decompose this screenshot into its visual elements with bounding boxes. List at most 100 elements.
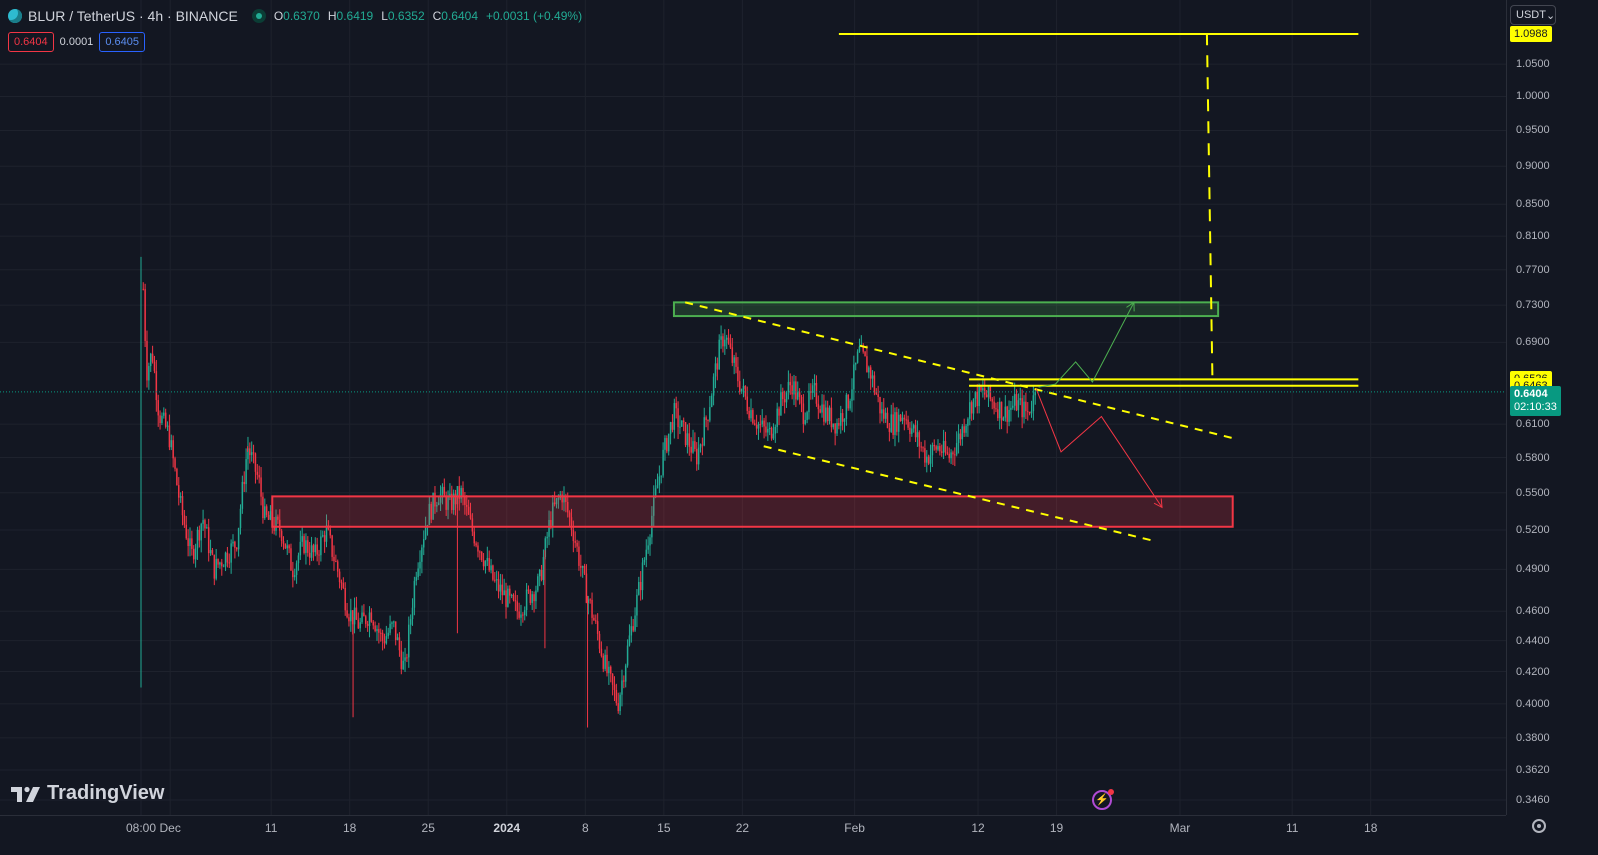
candle-body	[593, 617, 595, 621]
candle-body	[239, 508, 242, 529]
candle-body	[497, 579, 500, 592]
candle-body	[525, 589, 528, 611]
candle-body	[415, 577, 418, 581]
candle-body	[355, 607, 358, 620]
candle-body	[419, 561, 421, 569]
price-tick-label: 0.5800	[1516, 451, 1550, 464]
candle-body	[1027, 411, 1029, 413]
currency-dropdown[interactable]: USDT ⌄	[1510, 5, 1556, 25]
buy-button[interactable]: 0.6405	[99, 32, 145, 52]
chart-area[interactable]	[0, 0, 1506, 815]
candle-body	[578, 546, 580, 566]
bar-countdown: 02:10:33	[1514, 400, 1557, 413]
candle-body	[297, 555, 300, 564]
candle-body	[744, 385, 747, 397]
candle-body	[718, 339, 720, 370]
symbol-title[interactable]: BLUR / TetherUS · 4h · BINANCE	[28, 8, 238, 24]
candle-body	[774, 426, 777, 434]
candle-body	[475, 543, 477, 546]
candle-body	[151, 353, 154, 362]
candle-body	[254, 453, 257, 472]
candle-body	[161, 415, 163, 424]
candle-body	[389, 623, 391, 633]
price-axis[interactable]: 1.0500 1.0000 0.9500 0.9000 0.8500 0.8100 0.77…	[1506, 0, 1569, 815]
sell-button[interactable]: 0.6404	[8, 32, 54, 52]
candle-body	[192, 548, 195, 560]
candle-body	[937, 446, 939, 450]
candle-body	[204, 520, 206, 529]
candle-body	[146, 340, 148, 381]
candle-body	[320, 536, 322, 556]
candle-body	[312, 545, 315, 553]
candle-body	[939, 446, 941, 452]
candle-body	[782, 392, 784, 400]
candle-body	[318, 554, 320, 556]
candle-body	[400, 650, 403, 670]
candle-body	[982, 388, 984, 391]
candle-body	[796, 392, 799, 400]
ohlc-low: L0.6352	[381, 9, 425, 23]
candle-body	[402, 660, 404, 670]
candle-body	[221, 562, 223, 567]
candle-body	[277, 516, 279, 520]
candle-body	[531, 594, 533, 603]
candle-body	[249, 448, 251, 456]
candle-body	[385, 636, 388, 644]
candle-body	[505, 590, 507, 607]
price-chart[interactable]	[0, 0, 1506, 815]
candle-body	[144, 289, 146, 341]
time-tick-label: 25	[421, 821, 435, 835]
candle-body	[922, 447, 924, 449]
candle-body	[183, 515, 186, 525]
candle-body	[325, 525, 328, 542]
candle-body	[995, 408, 997, 410]
candle-body	[153, 361, 156, 372]
currency-label: USDT	[1516, 9, 1546, 21]
candle-body	[370, 612, 373, 622]
settings-gear-icon[interactable]	[1532, 819, 1546, 833]
candle-body	[258, 474, 260, 478]
candle-body	[954, 454, 956, 456]
candle-body	[783, 399, 786, 403]
flash-icon[interactable]: ⚡	[1092, 789, 1114, 810]
candle-body	[196, 529, 199, 549]
candle-body	[957, 433, 960, 443]
candle-body	[335, 561, 337, 563]
candle-body	[793, 381, 795, 395]
candle-body	[667, 433, 670, 452]
candle-body	[566, 501, 569, 513]
candle-body	[641, 562, 644, 591]
candle-body	[303, 536, 305, 553]
candle-body	[503, 590, 505, 596]
blur-logo-icon	[8, 9, 22, 23]
tradingview-logo-icon	[11, 786, 40, 802]
candle-body	[598, 633, 601, 649]
candle-body	[284, 543, 287, 549]
price-tick-label: 0.3620	[1516, 764, 1550, 777]
candle-body	[682, 420, 685, 423]
candle-body	[378, 628, 380, 633]
candle-body	[1000, 401, 1003, 421]
candle-body	[215, 559, 217, 579]
time-axis[interactable]: 08:00 Dec 11 18 25 2024 8 15 22 Feb 12 19 Mar 11 18	[0, 815, 1506, 840]
candle-body	[959, 433, 962, 440]
candle-body	[961, 426, 964, 440]
bearish-projection-arrow	[1035, 389, 1163, 508]
candle-body	[176, 468, 178, 486]
candle-body	[746, 396, 749, 411]
candle-body	[155, 371, 158, 401]
candle-body	[226, 552, 229, 563]
candle-body	[731, 347, 734, 363]
price-tick-label: 0.4200	[1516, 665, 1550, 678]
candle-body	[671, 422, 674, 430]
candle-body	[899, 414, 902, 422]
candle-body	[464, 495, 466, 505]
candle-body	[826, 407, 829, 422]
bullish-projection-arrow	[1038, 302, 1135, 388]
candle-body	[495, 579, 498, 581]
candle-body	[742, 385, 745, 389]
candle-body	[376, 628, 378, 632]
candle-body	[224, 552, 227, 567]
candle-body	[550, 519, 552, 526]
ohlc-high: H0.6419	[327, 9, 374, 23]
